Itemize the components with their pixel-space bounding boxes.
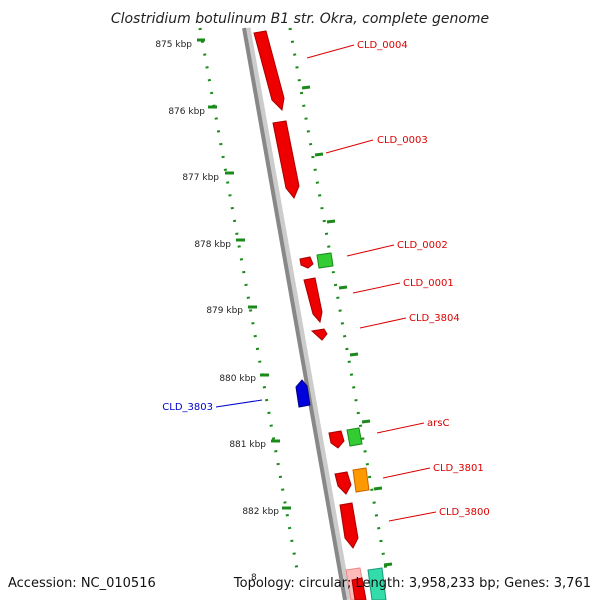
tick-label: 878 kbp [194,240,231,250]
leader-line [306,44,355,59]
leader-line [352,282,401,294]
gene-arrow-cld-3803[interactable] [295,379,311,408]
accession-text: Accession: NC_010516 [8,576,156,591]
gene-arrow-cld-0002[interactable] [299,256,314,269]
gene-label-cld-0002[interactable]: CLD_0002 [397,240,448,251]
gene-arrow-cld-0003[interactable] [272,120,300,199]
leader-line [346,244,395,257]
outer-tick-ring [198,27,300,576]
gene-label-cld-0001[interactable]: CLD_0001 [403,278,454,289]
backbone [242,27,347,600]
gene-arrow-bottom-red[interactable] [351,577,367,600]
inner-tick-ring [288,27,389,576]
topology-text: Topology: circular; Length: 3,958,233 bp… [233,576,591,591]
gene-arrow-cld-0002-green[interactable] [316,252,334,269]
gene-label-arsc[interactable]: arsC [427,418,449,429]
map-title: Clostridium botulinum B1 str. Okra, comp… [111,11,489,27]
gene-arrow-cld-0004[interactable] [253,30,285,112]
leader-line [376,422,425,434]
tick-label: 875 kbp [155,40,192,50]
inner-tick-mark [361,419,371,424]
gene-arrow-arsc-green[interactable] [346,427,363,447]
gene-label-cld-0003[interactable]: CLD_0003 [377,135,428,146]
tick-label: 879 kbp [206,306,243,316]
gene-arrow-cld-3801-orange[interactable] [352,467,370,493]
tick-label: 876 kbp [168,107,205,117]
gene-label-cld-3804[interactable]: CLD_3804 [409,313,460,324]
gene-arrow-cld-3800[interactable] [339,502,359,549]
gene-label-cld-0004[interactable]: CLD_0004 [357,40,408,51]
tick-label: 877 kbp [182,173,219,183]
leader-line [388,511,437,522]
leader-line [325,139,374,154]
gene-arrow-cld-3801[interactable] [334,471,352,495]
tick-label: 880 kbp [219,374,256,384]
gene-arrow-cld-3804[interactable] [310,328,328,341]
inner-tick-mark [383,562,393,567]
leader-line [382,467,431,479]
inner-tick-mark [338,285,348,290]
gene-arrow-bottom-teal[interactable] [367,567,387,600]
leader-line [215,399,263,408]
gene-arrow-cld-0001[interactable] [303,277,323,324]
gene-label-cld-3800[interactable]: CLD_3800 [439,507,490,518]
gene-arrow-arsc[interactable] [328,430,345,449]
inner-tick-mark [373,486,383,491]
inner-tick-mark [314,152,324,157]
gene-label-cld-3803[interactable]: CLD_3803 [162,402,213,413]
backbone-shadow [243,27,352,600]
inner-tick-mark [326,219,336,224]
inner-tick-mark [301,85,311,90]
inner-tick-mark [349,352,359,357]
partial-tick-label: 8 [251,573,257,583]
leader-line [359,317,407,329]
gene-label-cld-3801[interactable]: CLD_3801 [433,463,484,474]
tick-label: 882 kbp [242,507,279,517]
tick-label: 881 kbp [229,440,266,450]
